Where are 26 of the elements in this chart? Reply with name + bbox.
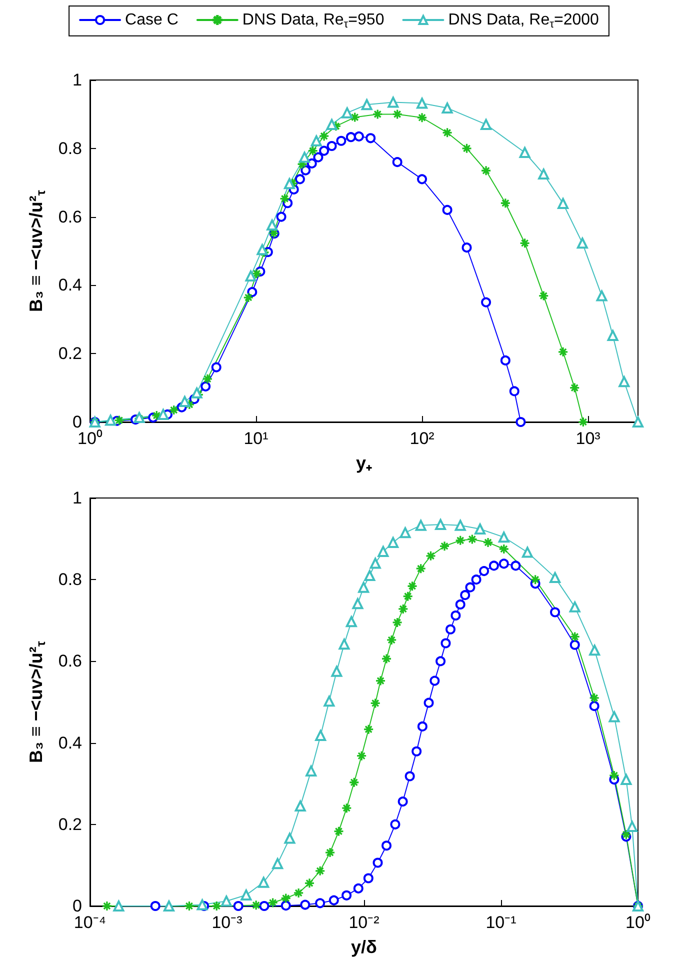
y-tick-label: 0.2 xyxy=(58,814,82,834)
y-tick-label: 0.4 xyxy=(58,733,82,752)
y-tick-label: 0.8 xyxy=(58,570,82,590)
x-tick-label: 10⁻¹ xyxy=(486,913,517,932)
y-tick-label: 1 xyxy=(72,488,82,508)
y-tick-label: 0.6 xyxy=(58,207,82,226)
y-axis-title: B₃ ≡ −<uv>/u²τ xyxy=(26,640,48,763)
y-tick-label: 0.8 xyxy=(58,138,82,158)
x-tick-label: 10³ xyxy=(576,429,601,448)
x-tick-label: 10⁰ xyxy=(626,913,650,932)
legend-label: Case C xyxy=(125,12,178,28)
y-tick-label: 0.4 xyxy=(58,276,82,295)
x-tick-label: 10¹ xyxy=(244,429,269,448)
y-axis-title: B₃ ≡ −<uv>/u²τ xyxy=(26,190,48,312)
y-tick-label: 0.2 xyxy=(58,344,82,364)
x-axis-title: y/δ xyxy=(351,937,378,957)
y-tick-label: 0 xyxy=(72,412,82,432)
x-tick-label: 10⁻² xyxy=(348,913,380,932)
x-tick-label: 10² xyxy=(410,429,435,448)
x-tick-label: 10⁻⁴ xyxy=(74,913,106,932)
y-tick-label: 1 xyxy=(72,70,82,90)
y-tick-label: 0 xyxy=(72,896,82,916)
x-tick-label: 10⁰ xyxy=(78,429,102,448)
y-tick-label: 0.6 xyxy=(58,652,82,671)
x-axis-title: y₊ xyxy=(356,453,372,473)
x-tick-label: 10⁻³ xyxy=(212,913,243,932)
